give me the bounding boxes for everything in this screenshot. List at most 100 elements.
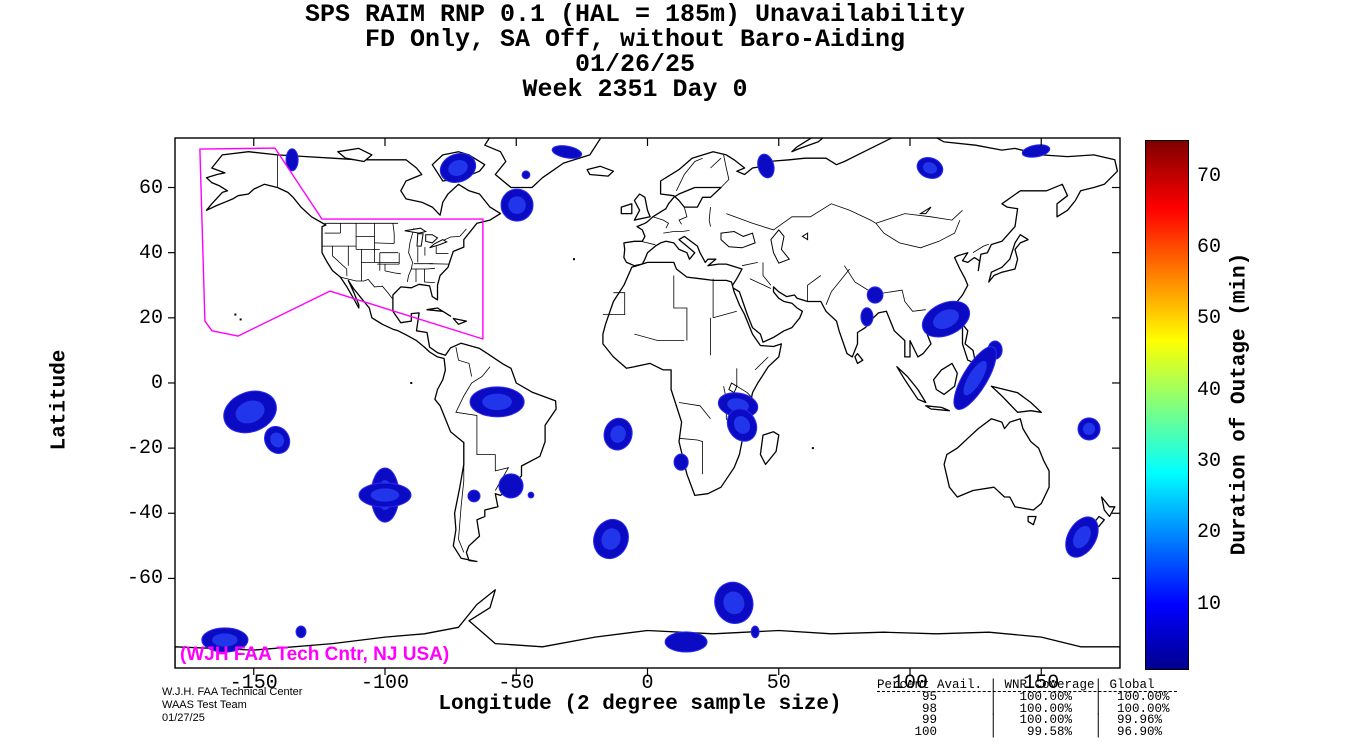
title-block: SPS RAIM RNP 0.1 (HAL = 185m) Unavailabi…: [0, 2, 1270, 102]
x-tick-label: -50: [498, 672, 535, 695]
landmass: [205, 151, 557, 563]
country-borders-layer: [277, 154, 989, 553]
x-tick-label: -100: [360, 672, 410, 695]
waas-coverage-boundary: [199, 147, 484, 340]
outage-region-core: [610, 425, 626, 443]
outage-region-core: [482, 393, 512, 411]
footer-line-2: WAAS Test Team: [162, 699, 247, 711]
outage-region: [750, 625, 760, 639]
landmass: [943, 418, 1050, 511]
y-tick-label: 60: [138, 176, 163, 200]
outage-region: [498, 473, 524, 499]
outage-region: [757, 153, 775, 179]
landmass: [620, 203, 633, 215]
axis-ticks: [168, 138, 1120, 675]
y-tick-label: -60: [126, 567, 163, 591]
x-tick-label: 150: [1023, 672, 1060, 695]
colorbar-tick-label: 40: [1197, 378, 1222, 402]
title-line-1: SPS RAIM RNP 0.1 (HAL = 185m) Unavailabi…: [304, 0, 966, 29]
outage-region-core: [508, 196, 526, 214]
outage-region: [673, 453, 689, 471]
outage-region: [295, 625, 307, 639]
outage-region-core: [727, 398, 749, 412]
x-tick-label: 0: [641, 672, 654, 695]
colorbar: [1145, 140, 1189, 670]
x-tick-label: -150: [229, 672, 278, 695]
landmass: [990, 385, 1042, 413]
outage-region: [527, 491, 535, 499]
landmass: [633, 193, 651, 221]
availability-table-header: Percent Avail. | WNR Coverage| Global: [877, 678, 1178, 693]
outage-regions-layer: [201, 144, 1101, 653]
title-line-3: 01/26/25: [574, 50, 696, 79]
outage-region-core: [723, 591, 745, 615]
y-tick-label: 0: [150, 371, 163, 395]
landmass: [687, 129, 713, 134]
outage-region: [664, 631, 708, 653]
landmass: [791, 138, 824, 153]
x-tick-label: 100: [891, 672, 929, 695]
outage-region: [551, 145, 583, 159]
landmass: [586, 165, 615, 177]
outage-region-core: [601, 528, 621, 550]
outage-region-core: [212, 633, 238, 647]
x-tick-label: 50: [766, 672, 791, 695]
landmass: [452, 317, 468, 325]
colorbar-label: Duration of Outage (min): [1228, 252, 1252, 556]
colorbar-tick-label: 30: [1197, 450, 1222, 474]
y-tick-label: -40: [126, 502, 163, 526]
outage-region-core: [963, 360, 987, 396]
footer-line-1: W.J.H. FAA Technical Center: [162, 686, 303, 698]
outage-region: [860, 307, 874, 327]
y-tick-label: -20: [126, 437, 163, 461]
availability-table-row: 99 | 100.00% | 99.96%: [877, 713, 1178, 728]
colorbar-tick-label: 60: [1197, 236, 1222, 260]
outage-region: [285, 148, 299, 172]
landmass: [337, 147, 373, 163]
landmass: [759, 431, 780, 466]
outage-region-core: [1072, 525, 1091, 549]
map-layers: [175, 119, 1120, 668]
landmass: [1100, 496, 1116, 518]
outage-region: [467, 489, 481, 503]
colorbar-tick-label: 20: [1197, 521, 1222, 545]
outage-region: [1021, 144, 1051, 158]
outage-region: [866, 286, 884, 304]
outage-region-core: [448, 159, 468, 176]
landmass: [1027, 515, 1037, 526]
y-tick-label: 20: [138, 306, 163, 330]
landmass: [175, 589, 1120, 668]
landmass: [988, 234, 1029, 283]
landmass: [623, 138, 1119, 358]
lakes-layer: [404, 206, 932, 394]
footer-block: W.J.H. FAA Technical Center WAAS Test Te…: [162, 686, 302, 725]
outage-region-core: [235, 400, 265, 424]
landmass: [854, 352, 864, 365]
footer-line-3: 01/27/25: [162, 712, 205, 724]
waas-credit-text: (WJH FAA Tech Cntr, NJ USA): [180, 644, 450, 665]
availability-table: Percent Avail. | WNR Coverage| Global 95…: [877, 678, 1178, 739]
landmass: [932, 362, 958, 396]
availability-table-row: 100 | 99.58% | 96.90%: [877, 724, 1178, 739]
x-axis-label: Longitude (2 degree sample size): [438, 693, 842, 716]
landmass: [896, 366, 927, 404]
outage-region-core: [733, 416, 751, 434]
landmass: [411, 119, 450, 135]
title-line-2: FD Only, SA Off, without Baro-Aiding: [364, 25, 906, 54]
title-line-4: Week 2351 Day 0: [522, 75, 748, 104]
outage-region-core: [370, 488, 400, 502]
colorbar-gradient: [1146, 141, 1188, 669]
outage-region-core: [270, 432, 285, 448]
availability-table-row: 95 | 100.00% | 100.00%: [877, 690, 1178, 705]
y-tick-label: 40: [138, 241, 163, 265]
availability-table-row: 98 | 100.00% | 100.00%: [877, 701, 1178, 716]
outage-region-core: [922, 162, 937, 174]
landmass: [925, 405, 951, 412]
landmass: [426, 307, 452, 317]
colorbar-tick-label: 50: [1197, 307, 1222, 331]
landmass: [961, 323, 977, 365]
outage-region: [521, 170, 531, 180]
outage-region-core: [1082, 422, 1096, 435]
